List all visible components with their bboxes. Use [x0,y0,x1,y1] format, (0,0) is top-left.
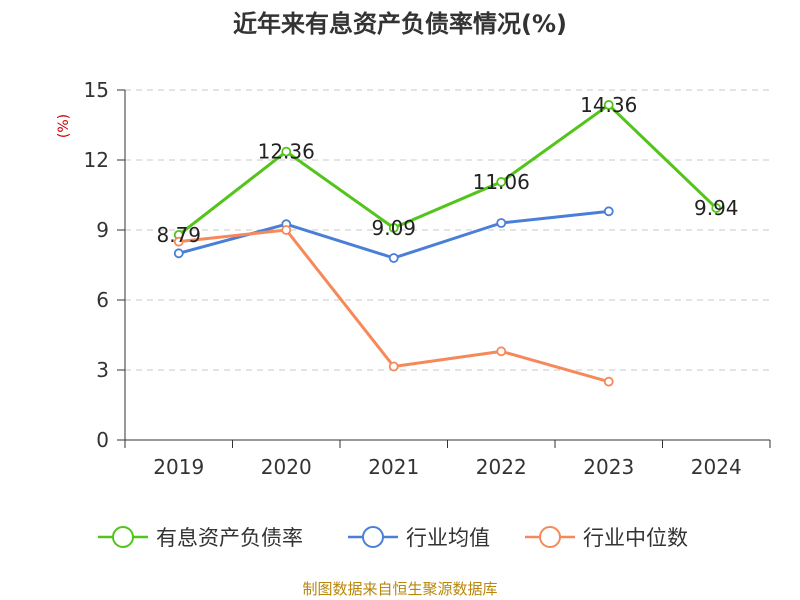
y-axis-unit-label: (%) [56,114,72,138]
data-point[interactable] [603,376,614,387]
data-source-note: 制图数据来自恒生聚源数据库 [302,580,498,598]
data-point[interactable] [496,177,507,187]
data-point[interactable] [173,236,184,247]
data-label: 8.79 [156,223,201,247]
data-point[interactable] [711,203,722,213]
data-labels: 8.79 12.36 9.09 11.06 14.36 9.94 [156,93,738,247]
legend-marker [362,526,384,548]
data-point[interactable] [388,361,399,372]
legend-label: 行业中位数 [583,526,688,550]
data-point[interactable] [603,206,614,217]
data-point[interactable] [281,146,292,157]
data-point[interactable] [388,222,399,233]
x-tick-label: 2020 [261,455,312,479]
legend[interactable]: 有息资产负债率 行业均值 行业中位数 [98,526,688,550]
x-tick-label: 2024 [691,455,742,479]
x-tick-label: 2021 [368,455,419,479]
chart-title: 近年来有息资产负债率情况(%) [233,10,567,38]
y-tick-label: 12 [84,148,109,172]
data-point[interactable] [496,218,507,228]
data-label: 9.09 [371,216,416,240]
legend-item-1[interactable]: 行业均值 [348,526,490,550]
data-label: 11.06 [473,170,530,194]
y-tick-label: 15 [84,78,109,102]
legend-item-2[interactable]: 行业中位数 [525,526,688,550]
series-line [177,103,718,237]
data-point[interactable] [281,225,292,235]
data-label: 14.36 [580,93,637,117]
series-2 [173,225,614,387]
data-point[interactable] [388,253,399,263]
data-label: 9.94 [694,196,739,220]
y-tick-label: 3 [96,358,109,382]
data-point[interactable] [173,248,184,259]
legend-marker [112,526,134,548]
series-0 [173,100,722,240]
x-tick-label: 2022 [476,455,527,479]
y-tick-label: 0 [96,428,109,452]
legend-item-0[interactable]: 有息资产负债率 [98,526,303,550]
series-line [178,228,610,384]
series-layer [173,100,722,387]
legend-marker [539,526,561,548]
legend-label: 行业均值 [406,526,490,550]
data-point[interactable] [496,346,507,357]
data-point[interactable] [603,100,614,110]
x-tick-label: 2023 [583,455,634,479]
grid-lines [125,89,770,371]
x-tick-label: 2019 [153,455,204,479]
y-tick-label: 9 [96,218,109,242]
axes: 0 3 6 9 12 15 2019 2020 2021 2022 2023 2024 [84,78,771,479]
y-tick-label: 6 [96,288,109,312]
legend-label: 有息资产负债率 [156,526,303,550]
data-label: 12.36 [258,140,315,164]
